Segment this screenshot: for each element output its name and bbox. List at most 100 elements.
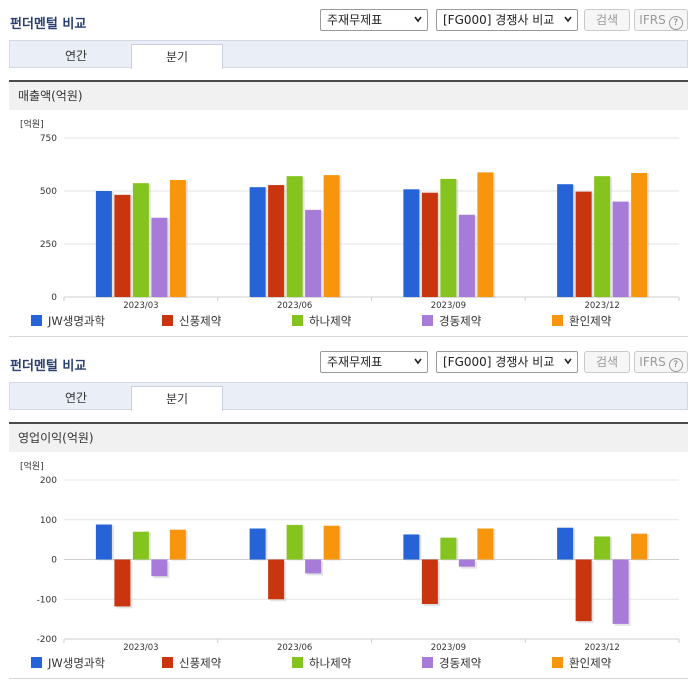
bar-2023-12-신풍제약 — [575, 559, 592, 622]
peer-group-value: [FG000] 경쟁사 비교 — [443, 13, 555, 27]
bar-2023-06-JW생명과학 — [249, 528, 266, 560]
x-tick-label: 2023/03 — [123, 643, 158, 653]
legend-swatch — [31, 657, 42, 668]
bar-2023-09-하나제약 — [440, 178, 457, 297]
statement-type-select[interactable]: 주재무제표 — [320, 351, 428, 373]
y-tick-label: 200 — [40, 476, 57, 486]
tab-annual[interactable]: 연간 — [64, 391, 88, 405]
bar-2023-06-JW생명과학 — [249, 187, 266, 297]
operating-income-chart: [억원] -200 -100 0 100 200 2023/03 2023/06 2023/09… — [20, 460, 680, 670]
bar-2023-03-경동제약 — [151, 217, 168, 297]
y-tick-label: 750 — [40, 134, 57, 144]
ifrs-label: IFRS — [639, 13, 666, 27]
legend-swatch — [422, 315, 433, 326]
x-tick-label: 2023/06 — [277, 301, 312, 311]
bar-2023-09-신풍제약 — [421, 559, 438, 605]
ifrs-button[interactable]: IFRS? — [634, 9, 688, 31]
peer-group-select[interactable]: [FG000] 경쟁사 비교 — [436, 351, 578, 373]
bar-2023-03-환인제약 — [169, 529, 186, 560]
legend-swatch — [292, 657, 303, 668]
chevron-down-icon — [414, 358, 422, 365]
bar-2023-12-JW생명과학 — [557, 184, 574, 297]
divider — [9, 678, 688, 679]
bar-2023-09-환인제약 — [477, 172, 494, 297]
legend-label: 환인제약 — [569, 656, 612, 670]
bar-2023-06-신풍제약 — [268, 559, 285, 600]
bar-2023-09-경동제약 — [458, 214, 475, 297]
legend-label: 환인제약 — [569, 314, 612, 328]
section-title: 매출액(억원) — [9, 80, 688, 110]
search-button[interactable]: 검색 — [584, 9, 630, 31]
y-tick-label: 0 — [51, 556, 57, 566]
bar-2023-06-경동제약 — [305, 209, 322, 297]
bar-2023-12-신풍제약 — [575, 191, 592, 297]
legend-swatch — [552, 657, 563, 668]
bar-2023-09-JW생명과학 — [403, 534, 420, 560]
bar-2023-12-경동제약 — [612, 559, 629, 624]
bar-2023-09-경동제약 — [458, 559, 475, 567]
x-tick-label: 2023/09 — [431, 301, 466, 311]
bar-2023-12-하나제약 — [594, 536, 611, 560]
x-tick-label: 2023/03 — [123, 301, 158, 311]
bar-2023-09-환인제약 — [477, 528, 494, 560]
ifrs-button[interactable]: IFRS? — [634, 351, 688, 373]
bar-2023-06-하나제약 — [286, 176, 303, 297]
legend-swatch — [292, 315, 303, 326]
help-icon: ? — [668, 16, 683, 30]
section-title: 영업이익(억원) — [9, 422, 688, 452]
unit-label: [억원] — [20, 460, 44, 472]
bar-2023-12-환인제약 — [631, 533, 648, 560]
peer-group-select[interactable]: [FG000] 경쟁사 비교 — [436, 9, 578, 31]
divider — [9, 336, 688, 337]
fundamental-panel-operating-income: 펀더멘털 비교 주재무제표 [FG000] 경쟁사 비교 검색 IFRS? 연간… — [0, 342, 696, 684]
bar-2023-06-환인제약 — [323, 175, 340, 297]
statement-type-select[interactable]: 주재무제표 — [320, 9, 428, 31]
tab-quarterly[interactable]: 분기 — [131, 386, 223, 411]
help-icon: ? — [668, 358, 683, 372]
bar-2023-03-신풍제약 — [114, 194, 131, 297]
panel-title: 펀더멘털 비교 — [10, 359, 87, 374]
unit-label: [억원] — [20, 118, 44, 130]
legend-swatch — [422, 657, 433, 668]
legend-swatch — [162, 657, 173, 668]
y-tick-label: 500 — [40, 187, 57, 197]
search-button[interactable]: 검색 — [584, 351, 630, 373]
legend-label: 경동제약 — [439, 314, 482, 328]
chevron-down-icon — [414, 16, 422, 23]
tab-annual[interactable]: 연간 — [64, 49, 88, 63]
bar-2023-03-신풍제약 — [114, 559, 131, 607]
bar-2023-12-하나제약 — [594, 176, 611, 297]
bar-2023-09-하나제약 — [440, 537, 457, 560]
legend-label: JW생명과학 — [47, 656, 106, 670]
y-tick-label: 250 — [40, 240, 57, 250]
peer-group-value: [FG000] 경쟁사 비교 — [443, 355, 555, 369]
legend-swatch — [162, 315, 173, 326]
y-tick-label: -100 — [37, 595, 58, 605]
bar-2023-12-경동제약 — [612, 201, 629, 297]
tab-quarterly[interactable]: 분기 — [131, 44, 223, 69]
chevron-down-icon — [564, 358, 572, 365]
bar-2023-06-신풍제약 — [268, 185, 285, 297]
legend-label: 경동제약 — [439, 656, 482, 670]
revenue-chart: [억원] 0 250 500 750 2023/03 2023/06 2023/09 2023/… — [20, 118, 680, 328]
bar-2023-12-환인제약 — [631, 172, 648, 297]
legend-label: 하나제약 — [309, 656, 352, 670]
fundamental-panel-revenue: 펀더멘털 비교 주재무제표 [FG000] 경쟁사 비교 검색 IFRS? 연간… — [9, 9, 688, 337]
bar-2023-03-환인제약 — [169, 179, 186, 297]
bar-2023-06-환인제약 — [323, 525, 340, 560]
y-tick-label: -200 — [37, 635, 58, 645]
statement-type-value: 주재무제표 — [327, 355, 383, 369]
chevron-down-icon — [564, 16, 572, 23]
bar-2023-03-하나제약 — [132, 531, 149, 560]
legend-swatch — [31, 315, 42, 326]
bar-2023-03-경동제약 — [151, 559, 168, 577]
period-tabs: 연간 분기 — [9, 382, 688, 411]
bar-2023-09-신풍제약 — [421, 192, 438, 297]
x-tick-label: 2023/06 — [277, 643, 312, 653]
bar-2023-09-JW생명과학 — [403, 189, 420, 297]
ifrs-label: IFRS — [639, 355, 666, 369]
bar-2023-12-JW생명과학 — [557, 527, 574, 560]
bar-2023-06-하나제약 — [286, 524, 303, 560]
panel-title: 펀더멘털 비교 — [10, 17, 87, 32]
legend-label: 하나제약 — [309, 314, 352, 328]
